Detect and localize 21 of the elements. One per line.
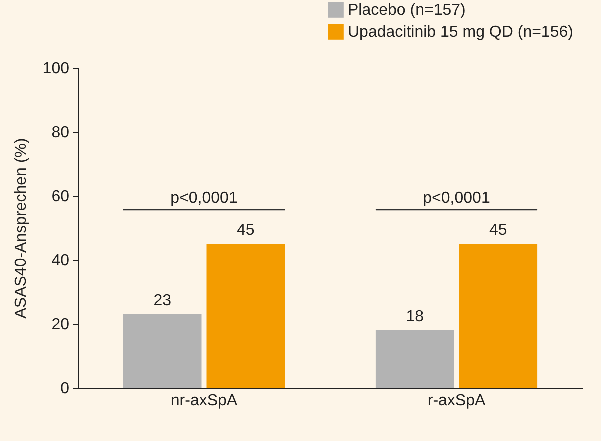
data-label: 18 [406,308,424,326]
y-axis-title: ASAS40-Ansprechen (%) [12,138,30,319]
x-tick-label: nr-axSpA [170,392,238,410]
legend-label: Upadacitinib 15 mg QD (n=156) [348,24,574,41]
data-label: 45 [490,222,508,239]
x-tick-label: r-axSpA [428,392,486,410]
y-tick-label: 20 [52,316,70,334]
y-tick-label: 80 [52,124,70,142]
data-label: 23 [154,292,172,310]
bar [206,244,286,388]
y-tick-label: 0 [60,380,70,398]
y-tick-label: 40 [52,252,70,270]
data-label: 45 [237,222,255,239]
bar [459,244,538,388]
y-tick-label: 100 [42,60,70,78]
bar [376,330,454,388]
annotation: p<0,0001 [423,190,490,207]
legend-label: Placebo (n=157) [348,2,466,19]
y-tick-label: 60 [52,188,70,206]
annotation: p<0,0001 [170,190,238,207]
bar [123,314,202,388]
